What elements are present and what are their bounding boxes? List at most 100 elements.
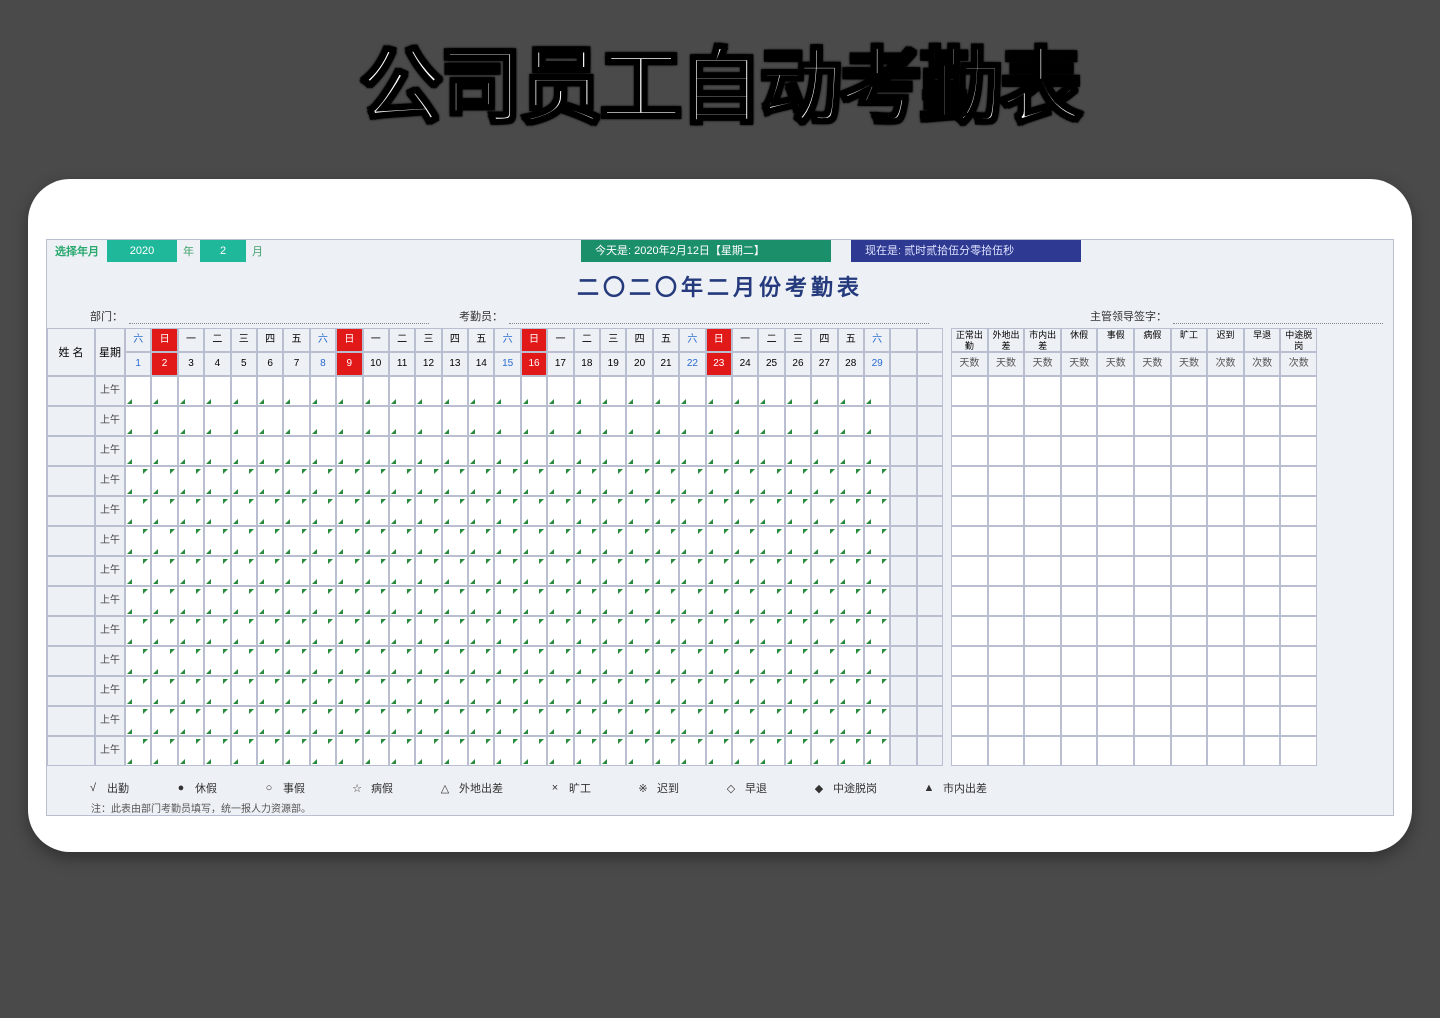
attendance-cell[interactable] [706, 406, 732, 436]
attendance-cell[interactable] [336, 406, 362, 436]
attendance-cell[interactable] [521, 676, 547, 706]
attendance-cell[interactable] [864, 406, 890, 436]
attendance-cell[interactable] [811, 526, 837, 556]
attendance-cell[interactable] [785, 616, 811, 646]
attendance-cell[interactable] [363, 706, 389, 736]
attendance-cell[interactable] [231, 676, 257, 706]
attendance-cell[interactable] [864, 706, 890, 736]
attendance-cell[interactable] [547, 616, 573, 646]
attendance-cell[interactable] [917, 646, 943, 676]
attendance-cell[interactable] [310, 736, 336, 766]
attendance-cell[interactable] [574, 436, 600, 466]
attendance-cell[interactable] [679, 496, 705, 526]
attendance-cell[interactable] [125, 376, 151, 406]
attendance-cell[interactable] [864, 496, 890, 526]
attendance-cell[interactable] [283, 616, 309, 646]
attendance-cell[interactable] [732, 556, 758, 586]
attendance-cell[interactable] [547, 706, 573, 736]
attendance-cell[interactable] [732, 706, 758, 736]
attendance-cell[interactable] [626, 526, 652, 556]
attendance-cell[interactable] [257, 526, 283, 556]
attendance-cell[interactable] [653, 496, 679, 526]
attendance-cell[interactable] [389, 706, 415, 736]
attendance-cell[interactable] [336, 616, 362, 646]
attendance-cell[interactable] [600, 706, 626, 736]
attendance-cell[interactable] [204, 586, 230, 616]
attendance-cell[interactable] [125, 646, 151, 676]
attendance-cell[interactable] [785, 526, 811, 556]
attendance-cell[interactable] [521, 736, 547, 766]
name-cell[interactable] [47, 616, 95, 646]
attendance-cell[interactable] [838, 736, 864, 766]
attendance-cell[interactable] [415, 376, 441, 406]
attendance-cell[interactable] [785, 676, 811, 706]
attendance-cell[interactable] [231, 736, 257, 766]
attendance-cell[interactable] [653, 646, 679, 676]
attendance-cell[interactable] [494, 736, 520, 766]
attendance-cell[interactable] [574, 466, 600, 496]
attendance-cell[interactable] [336, 556, 362, 586]
attendance-cell[interactable] [151, 406, 177, 436]
attendance-cell[interactable] [336, 466, 362, 496]
attendance-cell[interactable] [178, 646, 204, 676]
attendance-cell[interactable] [838, 376, 864, 406]
attendance-cell[interactable] [415, 436, 441, 466]
name-cell[interactable] [47, 586, 95, 616]
attendance-cell[interactable] [310, 556, 336, 586]
attendance-cell[interactable] [864, 616, 890, 646]
attendance-cell[interactable] [151, 676, 177, 706]
attendance-cell[interactable] [310, 466, 336, 496]
attendance-cell[interactable] [679, 376, 705, 406]
attendance-cell[interactable] [415, 466, 441, 496]
attendance-cell[interactable] [679, 586, 705, 616]
recorder-line[interactable] [509, 308, 929, 324]
attendance-cell[interactable] [890, 436, 916, 466]
attendance-cell[interactable] [758, 406, 784, 436]
attendance-cell[interactable] [468, 496, 494, 526]
attendance-cell[interactable] [415, 496, 441, 526]
attendance-cell[interactable] [231, 556, 257, 586]
attendance-cell[interactable] [231, 376, 257, 406]
attendance-cell[interactable] [785, 406, 811, 436]
attendance-cell[interactable] [653, 556, 679, 586]
attendance-cell[interactable] [600, 376, 626, 406]
attendance-cell[interactable] [917, 706, 943, 736]
attendance-cell[interactable] [363, 616, 389, 646]
attendance-cell[interactable] [574, 526, 600, 556]
attendance-cell[interactable] [521, 556, 547, 586]
attendance-cell[interactable] [178, 526, 204, 556]
attendance-cell[interactable] [917, 466, 943, 496]
attendance-cell[interactable] [257, 466, 283, 496]
attendance-cell[interactable] [600, 616, 626, 646]
attendance-cell[interactable] [653, 376, 679, 406]
attendance-cell[interactable] [310, 526, 336, 556]
attendance-cell[interactable] [811, 736, 837, 766]
attendance-cell[interactable] [547, 586, 573, 616]
attendance-cell[interactable] [231, 616, 257, 646]
attendance-cell[interactable] [785, 736, 811, 766]
attendance-cell[interactable] [600, 436, 626, 466]
attendance-cell[interactable] [389, 466, 415, 496]
attendance-cell[interactable] [363, 736, 389, 766]
attendance-cell[interactable] [547, 736, 573, 766]
attendance-cell[interactable] [494, 436, 520, 466]
attendance-cell[interactable] [679, 556, 705, 586]
attendance-cell[interactable] [468, 736, 494, 766]
attendance-cell[interactable] [257, 676, 283, 706]
attendance-cell[interactable] [283, 406, 309, 436]
attendance-cell[interactable] [257, 736, 283, 766]
attendance-cell[interactable] [917, 676, 943, 706]
attendance-cell[interactable] [626, 616, 652, 646]
month-input[interactable]: 2 [200, 240, 246, 262]
attendance-cell[interactable] [442, 706, 468, 736]
attendance-cell[interactable] [758, 376, 784, 406]
attendance-cell[interactable] [494, 646, 520, 676]
attendance-cell[interactable] [283, 556, 309, 586]
attendance-cell[interactable] [706, 466, 732, 496]
attendance-cell[interactable] [679, 436, 705, 466]
attendance-cell[interactable] [864, 376, 890, 406]
attendance-cell[interactable] [574, 406, 600, 436]
attendance-cell[interactable] [600, 586, 626, 616]
attendance-cell[interactable] [283, 676, 309, 706]
attendance-cell[interactable] [125, 586, 151, 616]
